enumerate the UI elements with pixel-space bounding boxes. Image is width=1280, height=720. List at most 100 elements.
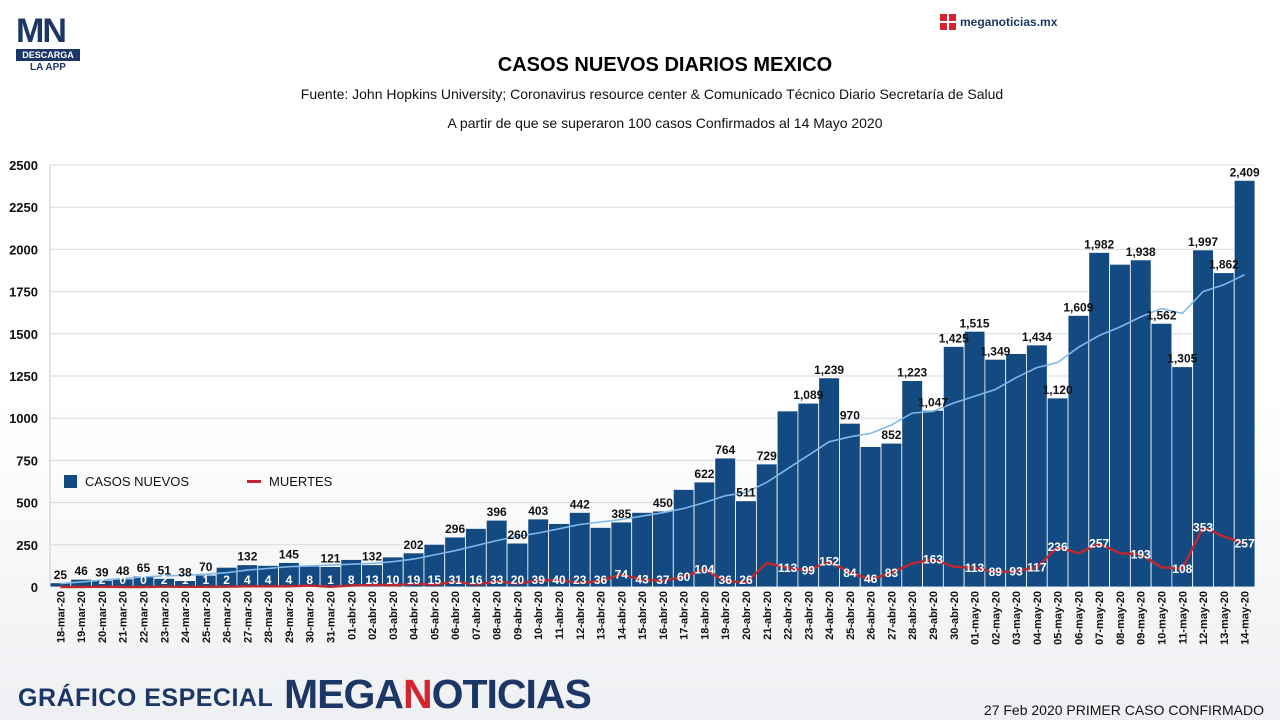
bar: [1233, 179, 1256, 588]
deaths-data-label: 117: [1027, 560, 1047, 574]
chart-subtitle-2: A partir de que se superaron 100 casos C…: [447, 115, 883, 131]
deaths-data-label: 89: [989, 565, 1003, 579]
x-tick-label: 23-abr-20: [803, 591, 815, 640]
cases-data-label: 1,862: [1209, 258, 1239, 272]
x-tick-label: 13-abr-20: [596, 591, 608, 640]
x-tick-label: 29-abr-20: [928, 591, 940, 640]
footer-brand-part-1: MEGA: [284, 671, 404, 717]
x-tick-label: 08-may-20: [1115, 591, 1127, 645]
deaths-data-label: 99: [802, 563, 816, 577]
bar: [1067, 315, 1090, 588]
x-tick-label: 11-may-20: [1177, 591, 1189, 644]
deaths-data-label: 36: [594, 573, 608, 587]
site-logo-icon: [940, 14, 956, 30]
x-tick-label: 31-mar-20: [325, 591, 337, 643]
bar: [1026, 344, 1048, 588]
bar: [1192, 249, 1214, 588]
deaths-data-label: 0: [119, 573, 126, 587]
deaths-data-label: 40: [552, 573, 566, 587]
deaths-data-label: 13: [365, 573, 379, 587]
x-tick-label: 28-mar-20: [263, 591, 275, 643]
x-tick-label: 28-abr-20: [907, 591, 919, 640]
deaths-data-label: 1: [182, 573, 189, 587]
deaths-data-label: 152: [819, 554, 839, 568]
deaths-data-label: 193: [1131, 547, 1151, 561]
cases-data-label: 1,982: [1084, 237, 1114, 251]
x-tick-label: 18-abr-20: [699, 591, 711, 640]
cases-data-label: 622: [694, 467, 714, 481]
cases-data-label: 1,223: [897, 366, 927, 380]
meganoticias-app-logo[interactable]: MN DESCARGA LA APP: [16, 14, 82, 78]
deaths-data-label: 37: [656, 573, 670, 587]
cases-data-label: 132: [362, 550, 382, 564]
footer-brand-logo: MEGANOTICIAS: [284, 671, 592, 717]
deaths-data-label: 163: [923, 552, 943, 566]
cases-data-label: 1,425: [939, 331, 969, 345]
cases-data-label: 970: [840, 408, 860, 422]
x-tick-label: 06-may-20: [1073, 591, 1085, 645]
deaths-data-label: 8: [348, 573, 355, 587]
x-tick-label: 22-abr-20: [783, 591, 795, 640]
x-tick-label: 11-abr-20: [554, 591, 566, 639]
x-tick-label: 26-abr-20: [866, 591, 878, 640]
cases-data-label: 1,434: [1022, 330, 1052, 344]
legend-swatch-cases: [64, 475, 77, 488]
deaths-data-label: 257: [1235, 537, 1255, 551]
site-link[interactable]: meganoticias.mx: [940, 14, 1057, 30]
x-tick-label: 13-may-20: [1219, 591, 1231, 645]
logo-download-label: DESCARGA: [16, 49, 80, 61]
cases-data-label: 2,409: [1230, 165, 1260, 179]
cases-data-label: 1,305: [1167, 352, 1197, 366]
bar: [1109, 263, 1131, 588]
deaths-data-label: 23: [573, 573, 587, 587]
x-tick-label: 14-may-20: [1240, 591, 1252, 645]
y-tick-label: 250: [16, 538, 38, 553]
cases-data-label: 38: [178, 566, 192, 580]
logo-app-label: LA APP: [30, 62, 66, 73]
bar: [1046, 397, 1069, 588]
cases-data-label: 1,938: [1126, 245, 1156, 259]
legend-swatch-deaths: [247, 480, 262, 483]
deaths-data-label: 8: [306, 573, 313, 587]
x-tick-label: 20-mar-20: [97, 591, 109, 643]
cases-data-label: 121: [320, 552, 340, 566]
footer-special-label: GRÁFICO ESPECIAL: [18, 684, 274, 712]
deaths-data-label: 4: [244, 573, 251, 587]
x-tick-label: 01-may-20: [970, 591, 982, 645]
deaths-data-label: 39: [532, 573, 546, 587]
x-tick-label: 05-may-20: [1053, 591, 1065, 645]
logo-letters: MN: [16, 12, 67, 50]
cases-data-label: 1,997: [1188, 235, 1218, 249]
x-tick-label: 25-abr-20: [845, 591, 857, 640]
cases-data-label: 1,239: [814, 363, 844, 377]
x-tick-label: 26-mar-20: [222, 591, 234, 643]
deaths-data-label: 33: [490, 573, 504, 587]
x-tick-label: 06-abr-20: [450, 591, 462, 640]
x-tick-label: 14-abr-20: [616, 591, 628, 640]
deaths-data-label: 2: [161, 573, 168, 587]
bar: [714, 457, 737, 588]
deaths-data-label: 31: [448, 573, 462, 587]
cases-data-label: 51: [158, 563, 172, 577]
x-tick-label: 27-abr-20: [886, 591, 898, 640]
deaths-data-label: 353: [1193, 520, 1213, 534]
x-tick-label: 10-may-20: [1157, 591, 1169, 645]
cases-data-label: 1,515: [960, 316, 990, 330]
deaths-data-label: 0: [140, 573, 147, 587]
x-tick-label: 10-abr-20: [533, 591, 545, 640]
chart-legend: CASOS NUEVOS MUERTES: [64, 474, 332, 489]
x-tick-label: 22-mar-20: [138, 591, 150, 643]
cases-data-label: 1,349: [980, 344, 1010, 358]
x-tick-label: 18-mar-20: [55, 591, 67, 643]
cases-data-label: 260: [507, 528, 527, 542]
y-tick-label: 2500: [9, 158, 38, 173]
cases-data-label: 70: [199, 560, 213, 574]
cases-data-label: 65: [137, 561, 151, 575]
x-tick-label: 03-may-20: [1011, 591, 1023, 645]
deaths-data-label: 19: [407, 573, 421, 587]
y-tick-label: 2000: [9, 242, 38, 257]
cases-data-label: 202: [404, 538, 424, 552]
deaths-data-label: 257: [1089, 537, 1109, 551]
cases-data-label: 1,562: [1146, 308, 1176, 322]
